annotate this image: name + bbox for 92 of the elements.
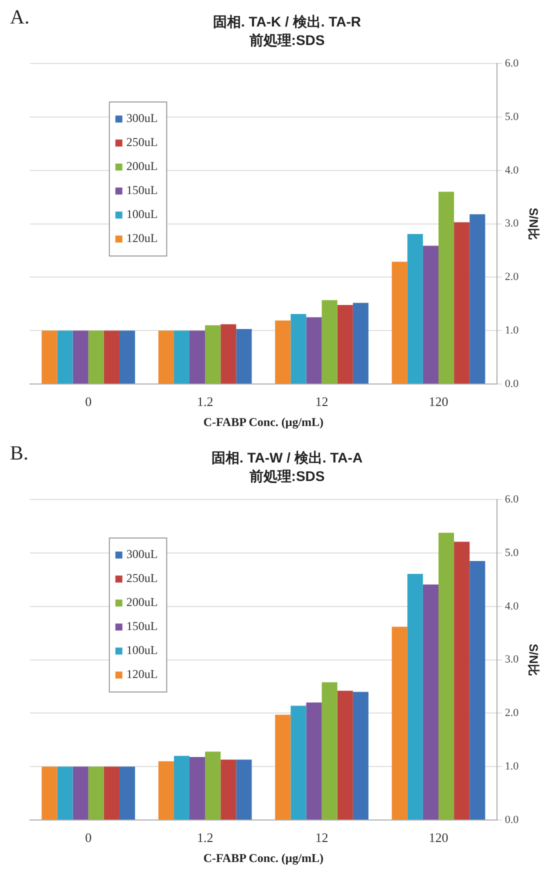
bar: [438, 192, 454, 384]
bar: [275, 320, 291, 384]
bar: [290, 314, 306, 384]
y-axis-title: S/N比: [526, 644, 540, 676]
bar: [104, 330, 120, 384]
bar: [174, 330, 190, 384]
y-tick-label: 2.0: [504, 271, 520, 284]
bar: [322, 300, 338, 384]
y-tick-label: 0.0: [504, 378, 520, 390]
bar: [104, 766, 120, 820]
bar: [88, 766, 104, 820]
bar: [205, 752, 221, 820]
legend-label: 300uL: [126, 547, 158, 562]
y-tick-label: 5.0: [504, 110, 520, 123]
y-tick-label: 6.0: [504, 57, 520, 70]
y-tick-label: 1.0: [504, 760, 520, 772]
bar: [220, 324, 236, 384]
x-tick-label: 0: [85, 394, 92, 410]
x-tick-label: 12: [315, 830, 328, 846]
bar: [470, 561, 486, 820]
legend-label: 250uL: [126, 571, 158, 586]
bar: [322, 682, 338, 820]
x-axis-title: C-FABP Conc. (μg/mL): [203, 414, 324, 429]
bar: [42, 330, 58, 384]
chart-subtitle: 前処理:SDS: [248, 32, 325, 48]
bar: [72, 766, 88, 820]
legend-label: 100uL: [126, 207, 158, 222]
bar: [57, 766, 73, 820]
legend-label: 150uL: [126, 183, 158, 198]
bar: [407, 574, 423, 820]
bar: [352, 302, 368, 384]
legend-label: 120uL: [126, 231, 158, 246]
chart-subtitle: 前処理:SDS: [248, 468, 325, 484]
bar: [470, 214, 486, 384]
y-axis-title: S/N比: [526, 208, 540, 240]
x-tick-label: 1.2: [196, 830, 214, 846]
y-tick-label: 4.0: [504, 164, 520, 176]
x-tick-label: 1.2: [196, 394, 214, 410]
bar: [236, 760, 252, 820]
bar: [290, 706, 306, 820]
bar: [454, 542, 470, 820]
bar: [306, 317, 322, 384]
x-tick-label: 120: [428, 394, 448, 410]
text: A.: [10, 6, 30, 28]
y-tick-label: 3.0: [504, 654, 520, 666]
bar: [174, 756, 190, 820]
bar: [337, 690, 353, 820]
bar: [352, 692, 368, 820]
bar: [205, 325, 221, 384]
bar: [392, 262, 408, 384]
bar: [306, 702, 322, 820]
bar: [220, 760, 236, 820]
bar: [158, 761, 174, 820]
bar: [275, 714, 291, 820]
bar: [190, 756, 206, 820]
bar: [337, 304, 353, 384]
x-tick-label: 120: [428, 830, 448, 846]
chart-title: 固相. TA-W / 検出. TA-A: [211, 449, 363, 466]
chart-title: 固相. TA-K / 検出. TA-R: [212, 13, 362, 30]
y-tick-label: 5.0: [504, 546, 520, 559]
legend-label: 200uL: [126, 159, 158, 174]
bar: [158, 330, 174, 384]
y-tick-label: 1.0: [504, 324, 520, 336]
bar: [88, 330, 104, 384]
bar: [454, 222, 470, 384]
legend-label: 120uL: [126, 667, 158, 682]
legend-label: 150uL: [126, 619, 158, 634]
bar: [119, 766, 136, 820]
bar: [57, 330, 73, 384]
y-tick-label: 2.0: [504, 707, 520, 720]
x-tick-label: 0: [85, 830, 92, 846]
legend-label: 250uL: [126, 135, 158, 150]
bar: [422, 584, 438, 820]
y-tick-label: 3.0: [504, 218, 520, 230]
bar: [190, 330, 206, 384]
text: B.: [10, 442, 28, 464]
y-tick-label: 6.0: [504, 493, 520, 506]
bar: [407, 234, 423, 384]
legend-label: 100uL: [126, 643, 158, 658]
bar: [422, 246, 438, 384]
bar: [392, 626, 408, 820]
x-tick-label: 12: [315, 394, 328, 410]
bar: [438, 532, 454, 820]
bar: [236, 329, 252, 384]
x-axis-title: C-FABP Conc. (μg/mL): [203, 850, 324, 865]
legend-label: 200uL: [126, 595, 158, 610]
bar: [119, 330, 136, 384]
y-tick-label: 0.0: [504, 814, 520, 826]
y-tick-label: 4.0: [504, 600, 520, 612]
bar: [72, 330, 88, 384]
bar: [42, 766, 58, 820]
legend-label: 300uL: [126, 111, 158, 126]
